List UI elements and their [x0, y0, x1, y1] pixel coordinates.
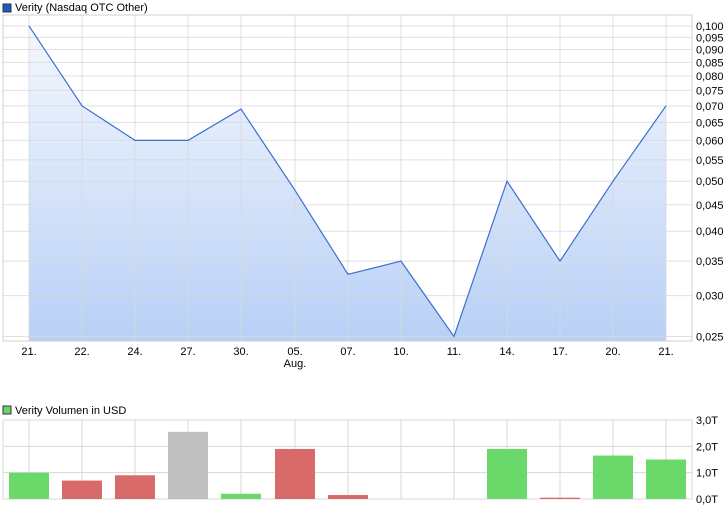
y-tick-label: 0,030 — [696, 291, 724, 303]
y-tick-label: 0,065 — [696, 117, 724, 129]
x-tick-label: 14. — [499, 346, 514, 358]
volume-bar — [275, 449, 315, 499]
x-tick-label: 17. — [552, 346, 567, 358]
x-sublabel-month: Aug. — [284, 358, 307, 370]
y-tick-label: 0,075 — [696, 85, 724, 97]
y-tick-label: 0,035 — [696, 256, 724, 268]
volume-y-tick-label: 0,0T — [696, 494, 718, 506]
x-tick-label: 11. — [447, 346, 461, 358]
volume-bar — [221, 494, 261, 499]
volume-y-tick-label: 1,0T — [696, 468, 718, 480]
x-tick-label: 05. — [287, 346, 302, 358]
volume-bar — [168, 432, 208, 499]
volume-y-tick-label: 3,0T — [696, 415, 718, 427]
volume-bar — [328, 495, 368, 499]
volume-y-tick-label: 2,0T — [696, 441, 718, 453]
volume-bar — [593, 456, 633, 499]
y-tick-label: 0,050 — [696, 176, 724, 188]
x-tick-label: 10. — [393, 346, 408, 358]
y-tick-label: 0,040 — [696, 226, 724, 238]
x-tick-label: 22. — [74, 346, 89, 358]
x-tick-label: 30. — [233, 346, 248, 358]
y-tick-label: 0,080 — [696, 71, 724, 83]
price-chart-title: Verity (Nasdaq OTC Other) — [15, 2, 148, 14]
x-tick-label: 27. — [180, 346, 195, 358]
y-tick-label: 0,095 — [696, 32, 724, 44]
volume-bar — [9, 473, 49, 499]
y-tick-label: 0,090 — [696, 45, 724, 57]
y-tick-label: 0,055 — [696, 155, 724, 167]
volume-bar — [62, 481, 102, 499]
x-tick-label: 21. — [658, 346, 673, 358]
volume-bar — [646, 460, 686, 500]
x-tick-label: 24. — [127, 346, 142, 358]
y-tick-label: 0,060 — [696, 135, 724, 147]
x-tick-label: 20. — [605, 346, 620, 358]
volume-bar — [487, 449, 527, 499]
y-tick-label: 0,070 — [696, 101, 724, 113]
volume-bar — [540, 498, 580, 499]
volume-legend-swatch — [3, 406, 11, 414]
x-tick-label: 07. — [340, 346, 355, 358]
x-tick-label: 21. — [21, 346, 36, 358]
volume-bar — [115, 475, 155, 499]
volume-chart-title: Verity Volumen in USD — [15, 405, 126, 417]
y-tick-label: 0,025 — [696, 331, 724, 343]
price-legend-swatch — [3, 4, 11, 12]
y-tick-label: 0,100 — [696, 21, 724, 33]
y-tick-label: 0,045 — [696, 200, 724, 212]
y-tick-label: 0,085 — [696, 57, 724, 69]
